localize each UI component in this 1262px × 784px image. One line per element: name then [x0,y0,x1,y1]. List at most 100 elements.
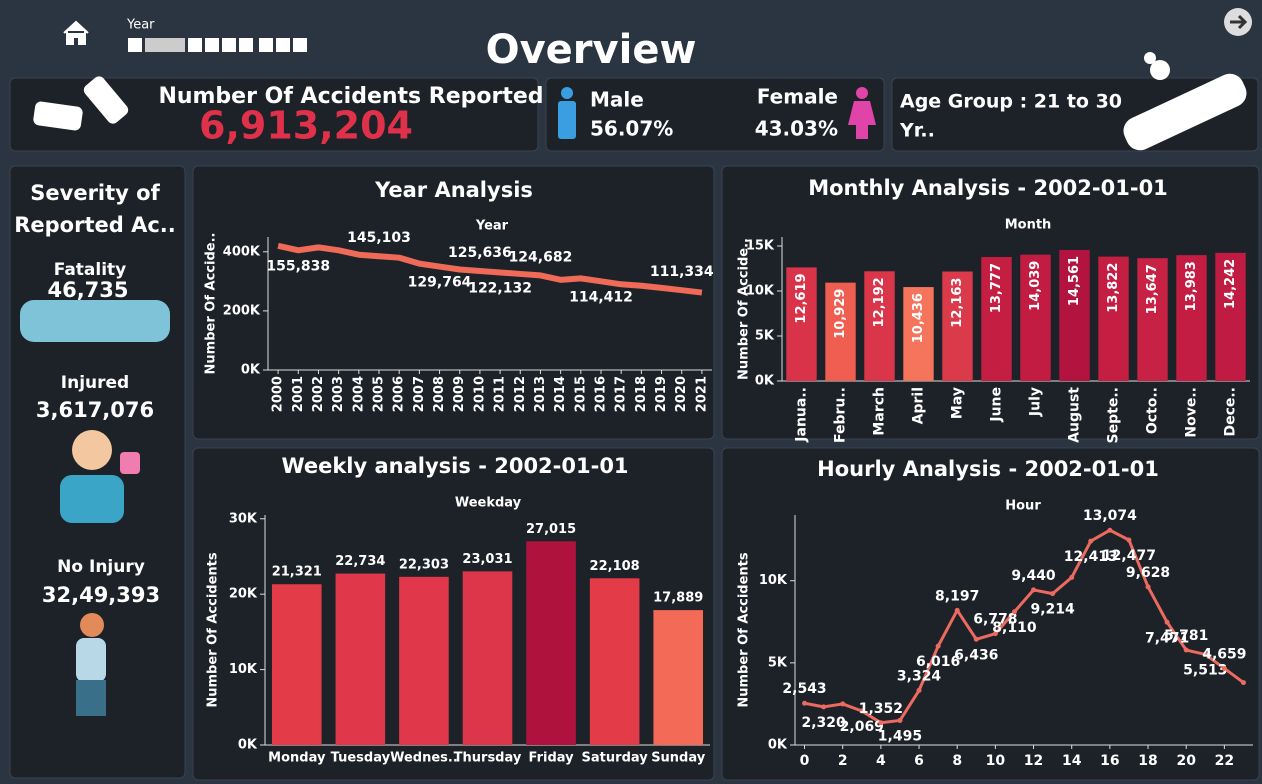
value-label: 13,647 [1145,264,1160,314]
x-tick-label: Saturday [582,751,649,766]
bar [825,282,856,381]
x-tick-label: Thursday [454,751,522,766]
female-value: 43.03% [755,117,838,141]
point [1126,537,1132,543]
x-tick-label: 2006 [392,376,407,412]
value-label: 1,495 [878,728,922,744]
y-tick-label: 0K [755,374,775,389]
next-arrow [1230,14,1248,30]
kpi-value: 6,913,204 [199,104,413,148]
value-label: 2,320 [801,715,846,731]
fatality-icon [20,300,170,342]
x-tick-label: 6 [914,753,924,769]
point [1183,647,1189,653]
x-tick-label: August [1067,387,1083,443]
bar [462,571,513,745]
x-tick-label: 22 [1215,753,1234,769]
point [1069,574,1075,580]
point [897,717,903,723]
x-tick-label: 20 [1176,753,1196,769]
annotation: 124,682 [509,249,573,265]
y-tick-label: 0K [241,363,261,378]
x-tick-label: Monday [268,751,326,766]
age-group-suffix: Yr.. [899,120,935,142]
value-label: 27,015 [526,522,576,537]
value-label: 17,889 [653,591,703,606]
severity-title: Reported Ac.. [14,213,176,237]
point [1050,591,1056,597]
point [1011,609,1017,615]
bar [786,267,817,381]
annotation: 111,334 [650,264,714,280]
annotation: 125,636 [448,245,512,261]
y-tick-label: 10K [746,284,775,299]
x-tick-label: 2004 [351,376,366,412]
y-axis-title: Number Of Accidents [206,552,221,707]
y-tick-label: 20K [229,587,258,602]
x-tick-label: 2008 [432,376,447,412]
x-tick-label: May [950,387,966,419]
x-tick-label: 16 [1100,753,1119,769]
value-label: 6,778 [973,612,1017,628]
point [821,704,827,710]
x-tick-label: 2020 [674,376,689,412]
bar [981,257,1012,381]
chart-title: Year Analysis [374,178,533,202]
x-tick-label: 2013 [533,376,548,412]
value-label: 5,513 [1183,662,1227,678]
x-tick-label: 14 [1062,753,1082,769]
bar [903,287,934,381]
value-label: 10,929 [833,289,848,339]
bar [1098,256,1129,381]
x-tick-label: 8 [952,753,962,769]
y-tick-label: 15K [746,239,775,254]
male-label: Male [590,88,644,112]
x-tick-label: Sunday [651,751,706,766]
x-tick-label: 2002 [311,376,326,412]
filter-label: Year [126,18,155,33]
value-label: 12,163 [950,278,965,328]
value-label: 10,436 [911,293,926,343]
value-label: 9,440 [1011,568,1056,584]
severity-label: Injured [61,373,129,393]
value-label: 22,734 [335,554,385,569]
value-label: 6,016 [916,654,960,670]
line [804,528,1245,725]
x-tick-label: Septe.. [1106,387,1122,443]
year-filter-controls[interactable] [128,38,307,52]
y-tick-label: 5K [755,329,775,344]
value-label: 9,628 [1126,565,1170,581]
x-tick-label: Janua.. [794,387,810,443]
value-label: 1,352 [859,701,903,717]
x-tick-label: 10 [986,753,1006,769]
value-label: 21,321 [272,565,322,580]
severity-value: 46,735 [47,278,128,302]
value-label: 5,781 [1164,628,1208,644]
point [1221,665,1227,671]
x-tick-label: 2012 [513,376,528,412]
value-label: 14,561 [1067,256,1082,306]
point [935,643,941,649]
annotation: 145,103 [347,230,411,246]
value-label: 12,619 [794,273,809,323]
x-tick-label: 18 [1138,753,1157,769]
value-label: 12,477 [1102,548,1156,564]
value-label: 3,324 [897,668,942,684]
x-tick-label: 2014 [553,376,568,412]
x-tick-label: 0 [800,753,810,769]
value-label: 12,413 [1064,549,1118,565]
injured-icon [60,430,140,523]
chart-card [192,447,715,781]
x-tick-label: June [989,387,1005,423]
y-tick-label: 0K [768,738,788,753]
x-tick-label: Febru.. [833,387,849,443]
kpi-card [9,77,539,152]
home-icon[interactable] [63,20,89,45]
annotation: 122,132 [468,280,532,296]
x-tick-label: 2019 [654,376,669,412]
x-axis-title: Hour [1005,499,1041,514]
bar [1020,254,1051,381]
x-axis-title: Month [1005,218,1052,233]
x-tick-label: 2001 [291,376,306,412]
